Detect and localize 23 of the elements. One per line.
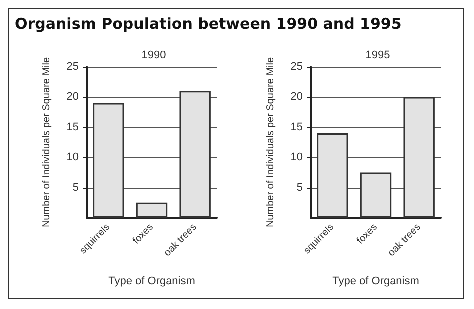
y-tick-label: 5 [296,182,303,194]
bar [93,103,124,218]
y-tick-label: 20 [290,91,303,104]
chart-title: Organism Population between 1990 and 1995 [14,14,403,35]
bar [360,172,392,218]
x-axis-title: Type of Organism [332,276,420,288]
x-axis-title: Type of Organism [108,276,196,288]
y-tick-label: 15 [66,121,79,134]
y-tick-label: 25 [290,61,303,73]
bar [317,133,348,218]
y-axis-title: Number of Individuals per Square Mile [42,57,52,228]
y-tick-label: 25 [66,61,79,73]
bar [136,202,168,218]
y-tick-label: 5 [72,182,79,194]
y-tick-label: 10 [66,152,79,164]
y-tick-label: 15 [290,121,303,134]
y-axis-title: Number of Individuals per Square Mile [266,57,276,228]
y-tick-label: 10 [290,152,303,164]
y-tick-label: 20 [66,91,79,104]
bar [404,97,435,218]
chart-subtitle: 1990 [142,50,166,62]
bar [180,91,211,218]
chart-title: 1995 [366,50,390,62]
